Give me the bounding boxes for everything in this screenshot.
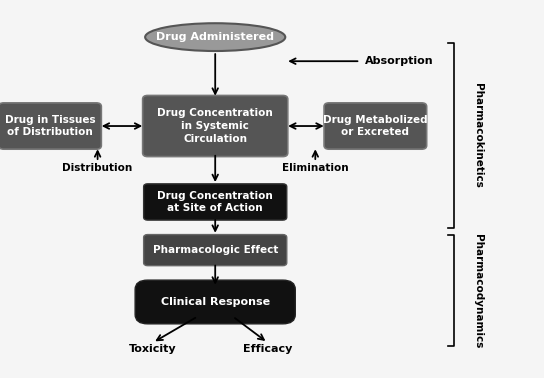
FancyBboxPatch shape: [143, 96, 288, 156]
Text: Clinical Response: Clinical Response: [160, 297, 270, 307]
Text: Absorption: Absorption: [366, 56, 434, 66]
Text: Pharmacologic Effect: Pharmacologic Effect: [152, 245, 278, 255]
FancyBboxPatch shape: [135, 280, 295, 324]
Text: Elimination: Elimination: [282, 163, 349, 172]
Text: Pharmacokinetics: Pharmacokinetics: [473, 83, 483, 188]
FancyBboxPatch shape: [324, 103, 426, 149]
Ellipse shape: [145, 23, 285, 51]
Text: Drug Metabolized
or Excreted: Drug Metabolized or Excreted: [323, 115, 428, 138]
Text: Efficacy: Efficacy: [243, 344, 293, 354]
Text: Toxicity: Toxicity: [129, 344, 176, 354]
FancyBboxPatch shape: [144, 184, 287, 220]
FancyBboxPatch shape: [0, 103, 101, 149]
Text: Drug Concentration
at Site of Action: Drug Concentration at Site of Action: [157, 191, 273, 213]
Text: Drug in Tissues
of Distribution: Drug in Tissues of Distribution: [5, 115, 95, 138]
Text: Pharmacodynamics: Pharmacodynamics: [473, 234, 483, 348]
FancyBboxPatch shape: [144, 235, 287, 266]
Text: Distribution: Distribution: [63, 163, 133, 172]
Text: Drug Concentration
in Systemic
Circulation: Drug Concentration in Systemic Circulati…: [157, 108, 273, 144]
Text: Drug Administered: Drug Administered: [156, 32, 274, 42]
